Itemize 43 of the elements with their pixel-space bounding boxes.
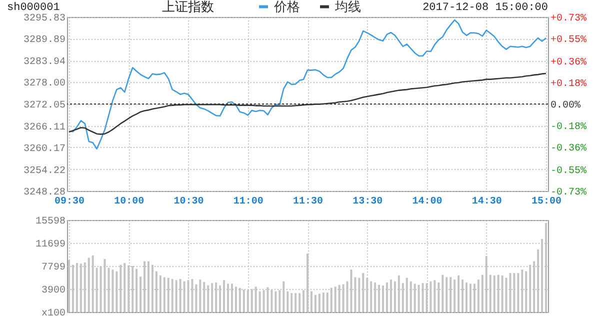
- text: sh000001: [7, 2, 60, 14]
- y-tick-label: 3266.11: [23, 122, 66, 134]
- x-tick-label: 15:00: [532, 196, 562, 208]
- y2-tick-label: +0.55%: [550, 34, 587, 46]
- x-tick-label: 10:30: [174, 196, 204, 208]
- y2-tick-label: -0.18%: [550, 122, 587, 133]
- y2-tick-label: +0.36%: [550, 58, 587, 69]
- bar: [326, 292, 328, 312]
- y-tick-label: 3254.22: [23, 166, 66, 177]
- bar: [290, 293, 293, 312]
- bar: [314, 294, 316, 312]
- y-tick-label: 3295.83: [23, 14, 66, 24]
- y-tick-label: 7799: [41, 262, 66, 274]
- y2-tick-label: +0.73%: [550, 14, 587, 24]
- y2-tick-label: -0.55%: [550, 166, 587, 178]
- y2-tick-label: +0.18%: [550, 79, 587, 90]
- chart-title: 上证指数: [162, 0, 214, 15]
- y-tick-label: 11699: [35, 239, 66, 250]
- y2-tick-label: -0.36%: [550, 143, 587, 154]
- text: 2017-12-08 15:00:00: [422, 2, 548, 14]
- x-tick-label: 10:00: [114, 196, 144, 208]
- y-tick-label: 3283.94: [23, 57, 66, 68]
- y-tick-label: 3260.17: [23, 144, 66, 155]
- y-tick-label: 15598: [35, 216, 66, 228]
- x-tick-label: 14:00: [412, 196, 442, 208]
- x-tick-label: 13:30: [352, 196, 383, 208]
- x-tick-label: 11:00: [233, 196, 264, 208]
- x-tick-label: 14:30: [472, 196, 502, 208]
- y-tick-label: 3289.89: [23, 35, 66, 46]
- x-tick-label: 11:30: [292, 196, 324, 208]
- y-tick-label: 3278.00: [23, 78, 66, 90]
- y-tick-label: 3272.05: [23, 100, 66, 112]
- line-series: [68, 72, 547, 135]
- legend-label: 均线: [334, 0, 361, 15]
- y-tick-label: 3248.28: [23, 188, 66, 198]
- legend-label: 价格: [273, 0, 300, 15]
- y-tick-label: x100: [41, 308, 66, 320]
- x-tick-label: 09:30: [54, 196, 84, 208]
- y-tick-label: 3900: [41, 285, 66, 296]
- y2-tick-label: -0.73%: [550, 188, 587, 198]
- y2-tick-label: 0.00%: [550, 100, 581, 112]
- bar: [278, 290, 281, 312]
- bar: [302, 290, 305, 312]
